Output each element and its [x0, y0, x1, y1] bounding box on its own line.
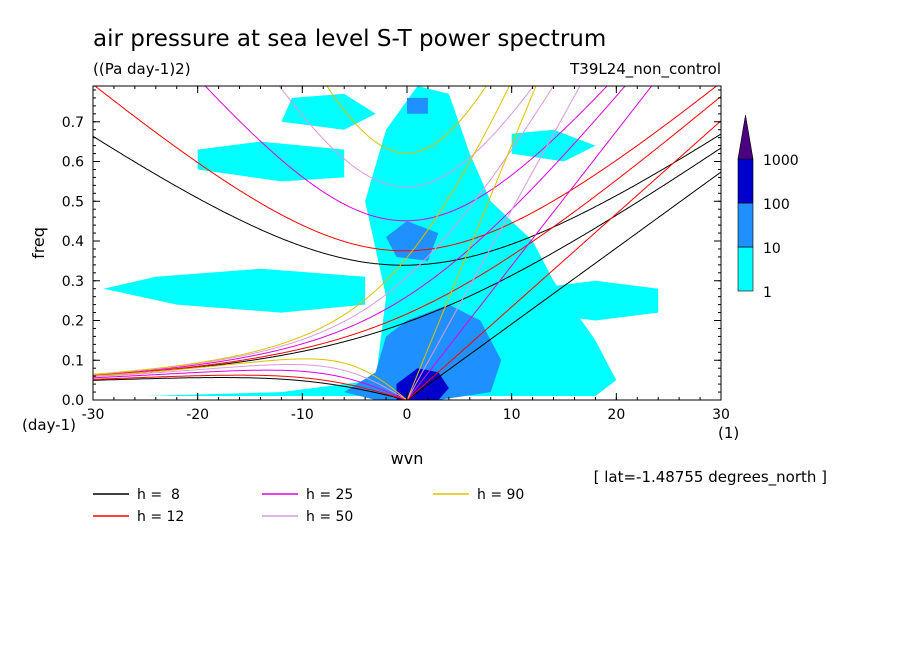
colorbar-label: 1000	[763, 153, 799, 169]
dispersion-curve	[93, 296, 408, 376]
colorbar: 1 10 100 1000	[737, 114, 799, 301]
contour-fills	[103, 86, 659, 400]
x-axis-label: wvn	[391, 449, 424, 468]
contour-region	[281, 93, 376, 130]
dispersion-curve	[406, 86, 581, 400]
dispersion-curve	[406, 171, 721, 400]
dispersion-curve	[93, 358, 407, 400]
dispersion-curve	[406, 95, 721, 315]
contour-region	[532, 280, 659, 321]
y-unit-label: (day-1)	[22, 416, 76, 434]
dispersion-curve	[204, 86, 608, 222]
legend-label: h = 25	[306, 487, 353, 503]
dispersion-curve	[406, 86, 554, 278]
experiment-label: T39L24_non_control	[569, 60, 721, 79]
dispersion-curves	[93, 86, 721, 400]
y-tick-label: 0.2	[62, 314, 84, 330]
chart-title: air pressure at sea level S-T power spec…	[93, 26, 606, 52]
dispersion-curve	[326, 86, 487, 154]
latitude-annotation: [ lat=-1.48755 degrees_north ]	[594, 468, 827, 487]
y-tick-label: 0.4	[62, 234, 84, 250]
dispersion-curve	[93, 321, 408, 377]
dispersion-curve	[406, 86, 626, 297]
y-tick-label: 0.0	[62, 393, 84, 409]
y-tick-label: 0.6	[62, 155, 84, 171]
contour-region	[103, 268, 366, 313]
contour-region	[344, 304, 502, 400]
colorbar-box	[737, 158, 754, 204]
dispersion-curve	[93, 377, 407, 400]
x-tick-label: -30	[82, 407, 105, 423]
dispersion-curve	[406, 147, 721, 323]
x-tick-label: 20	[607, 407, 625, 423]
dispersion-curve	[93, 133, 721, 266]
units-label: ((Pa day-1)2)	[93, 60, 191, 78]
dispersion-curve	[406, 86, 510, 258]
dispersion-curve	[406, 120, 721, 400]
legend: h = 8 h = 12 h = 25 h = 50 h = 90	[93, 487, 524, 525]
dispersion-curve	[406, 86, 653, 400]
legend-label: h = 8	[137, 487, 180, 503]
dispersion-curve	[93, 313, 408, 377]
dispersion-curve	[93, 374, 407, 400]
legend-label: h = 50	[306, 509, 353, 525]
dispersion-curve	[93, 364, 407, 400]
dispersion-curve	[93, 257, 408, 375]
axis-ticks: -30 -20 -10 0 10 20 30 0.0 0.1 0.2 0.3 0.4 0.5 0.6 0.7	[62, 86, 730, 423]
colorbar-label: 1	[763, 285, 772, 301]
colorbar-arrow	[737, 114, 754, 160]
y-tick-label: 0.5	[62, 194, 84, 210]
colorbar-label: 10	[763, 241, 781, 257]
y-tick-label: 0.7	[62, 115, 84, 131]
dispersion-curve	[93, 369, 407, 400]
colorbar-box	[737, 202, 754, 248]
x-tick-label: 0	[403, 407, 412, 423]
contour-region	[396, 368, 449, 400]
colorbar-box	[737, 246, 754, 292]
x-tick-label: 30	[712, 407, 730, 423]
contour-region	[407, 97, 428, 114]
dispersion-curve	[278, 86, 535, 188]
colorbar-label: 100	[763, 197, 790, 213]
y-tick-label: 0.1	[62, 353, 84, 369]
x-tick-label: -20	[186, 407, 209, 423]
contour-region	[511, 129, 596, 162]
y-axis-label: freq	[29, 227, 48, 259]
dispersion-curve	[406, 86, 537, 400]
legend-label: h = 90	[477, 487, 524, 503]
x-tick-label: -10	[291, 407, 314, 423]
contour-region	[197, 141, 345, 182]
x-tick-label: 10	[503, 407, 521, 423]
y-tick-label: 0.3	[62, 274, 84, 290]
x-unit-label: (1)	[718, 424, 739, 442]
dispersion-curve	[94, 86, 718, 252]
legend-label: h = 12	[137, 509, 184, 525]
